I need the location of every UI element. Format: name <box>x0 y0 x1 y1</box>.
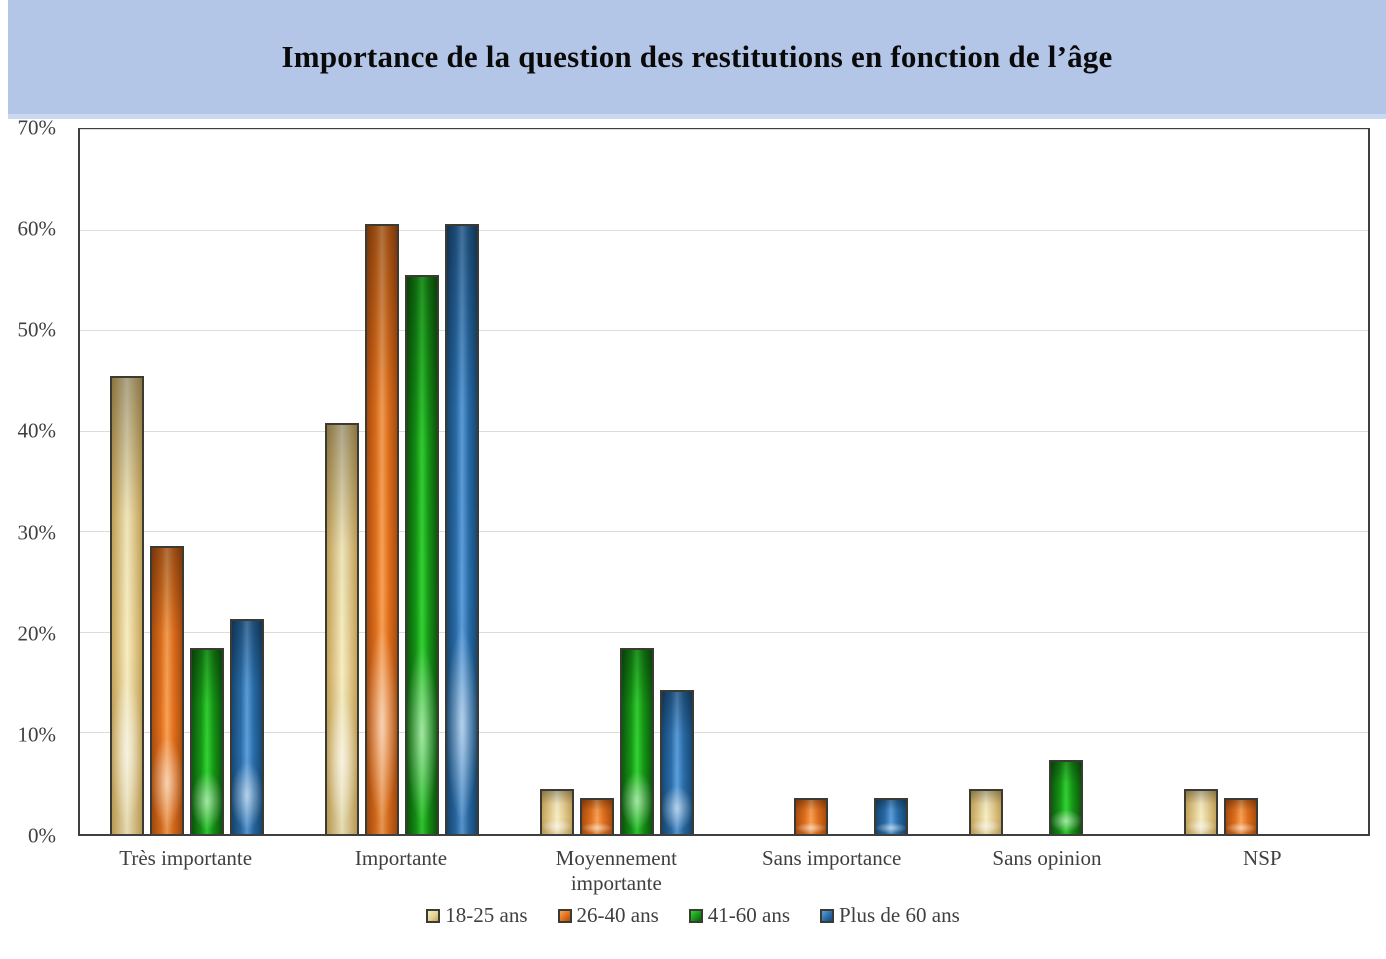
y-axis-tick-label-40%: 40% <box>17 418 57 443</box>
bar-plus-de-60-ans-tr-s-importante <box>230 618 265 834</box>
x-axis-cell-tr-s-importante: Très importante <box>78 846 293 896</box>
x-axis-cell-moyennement-importante: Moyennement importante <box>509 846 724 896</box>
legend: 18-25 ans 26-40 ans 41-60 ans Plus de 60 an… <box>0 903 1386 928</box>
x-axis-category-label-moyennement-importante: Moyennement importante <box>555 846 677 895</box>
bar-26-40-ans-moyennement-importante <box>579 797 614 834</box>
legend-label-plus-de-60-ans: Plus de 60 ans <box>839 903 960 927</box>
bar-18-25-ans-tr-s-importante <box>110 376 145 834</box>
x-axis: Très importante Importante Moyennement imp… <box>78 846 1370 896</box>
bar-plus-de-60-ans-importante <box>445 223 479 834</box>
bar-group-moyennement-importante <box>509 130 724 834</box>
bar-26-40-ans-importante <box>365 223 399 834</box>
legend-label-18-25-ans: 18-25 ans <box>445 903 528 927</box>
gridline-10% <box>80 732 1368 734</box>
bar-plus-de-60-ans-moyennement-importante <box>659 690 694 834</box>
gridline-30% <box>80 531 1368 533</box>
y-axis-tick-label-70%: 70% <box>17 115 57 140</box>
bar-plus-de-60-ans-sans-importance <box>874 797 909 834</box>
bar-26-40-ans-tr-s-importante <box>150 546 185 834</box>
legend-swatch-plus-de-60-ans <box>820 908 834 923</box>
bar-group-nsp <box>1153 130 1368 834</box>
x-axis-cell-sans-opinion: Sans opinion <box>939 846 1154 896</box>
gridline-70% <box>80 129 1368 130</box>
gridline-20% <box>80 631 1368 633</box>
x-axis-cell-nsp: NSP <box>1155 846 1370 896</box>
legend-item-26-40-ans: 26-40 ans <box>557 903 659 928</box>
bar-18-25-ans-nsp <box>1183 788 1218 834</box>
bar-group-tr-s-importante <box>80 130 295 834</box>
gridline-60% <box>80 229 1368 231</box>
bar-18-25-ans-moyennement-importante <box>539 788 574 834</box>
title-banner: Importance de la question des restitutio… <box>8 0 1386 119</box>
y-axis-tick-label-10%: 10% <box>17 722 57 747</box>
gridline-50% <box>80 330 1368 332</box>
legend-item-plus-de-60-ans: Plus de 60 ans <box>820 903 960 928</box>
bar-41-60-ans-moyennement-importante <box>619 647 654 834</box>
x-axis-cell-importante: Importante <box>293 846 508 896</box>
x-axis-category-label-tr-s-importante: Très importante <box>119 846 253 870</box>
gridline-40% <box>80 430 1368 432</box>
bars-row <box>80 130 1368 834</box>
legend-item-18-25-ans: 18-25 ans <box>426 903 528 928</box>
bar-group-sans-opinion <box>939 130 1154 834</box>
bar-group-sans-importance <box>724 130 939 834</box>
bar-41-60-ans-sans-opinion <box>1049 759 1084 834</box>
bar-26-40-ans-sans-importance <box>794 797 829 834</box>
x-axis-category-label-importante: Importante <box>354 846 448 870</box>
legend-swatch-41-60-ans <box>688 908 703 923</box>
x-axis-category-label-sans-importance: Sans importance <box>761 846 902 870</box>
y-axis-tick-label-20%: 20% <box>17 621 57 646</box>
plot-area <box>78 128 1370 836</box>
legend-item-41-60-ans: 41-60 ans <box>688 903 790 928</box>
chart-title: Importance de la question des restitutio… <box>281 39 1113 74</box>
legend-swatch-18-25-ans <box>426 908 441 923</box>
legend-label-41-60-ans: 41-60 ans <box>707 903 790 927</box>
bar-18-25-ans-sans-opinion <box>969 788 1004 834</box>
y-axis-tick-label-50%: 50% <box>17 317 57 342</box>
y-axis-tick-label-60%: 60% <box>17 216 57 241</box>
bar-26-40-ans-nsp <box>1223 797 1258 834</box>
bar-41-60-ans-tr-s-importante <box>190 647 225 834</box>
legend-swatch-26-40-ans <box>557 908 572 923</box>
x-axis-cell-sans-importance: Sans importance <box>724 846 939 896</box>
x-axis-category-label-sans-opinion: Sans opinion <box>992 846 1102 870</box>
legend-label-26-40-ans: 26-40 ans <box>576 903 659 927</box>
bar-group-importante <box>295 130 510 834</box>
y-axis-tick-label-0%: 0% <box>28 823 56 848</box>
y-axis: 0% 10% 20% 30% 40% 50% 60% 70% <box>0 116 68 848</box>
bar-41-60-ans-importante <box>405 274 439 834</box>
y-axis-tick-label-30%: 30% <box>17 520 57 545</box>
bar-18-25-ans-importante <box>325 422 359 834</box>
x-axis-category-label-nsp: NSP <box>1243 846 1282 870</box>
